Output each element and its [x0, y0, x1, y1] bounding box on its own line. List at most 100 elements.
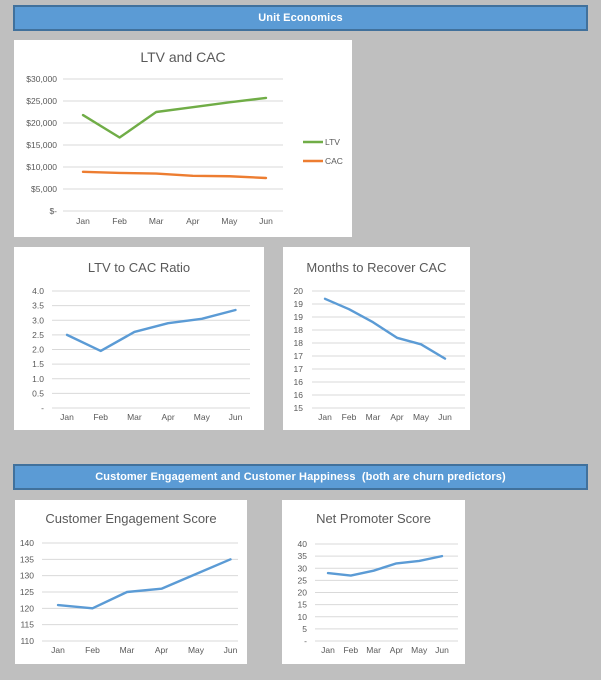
x-axis-label: Feb	[93, 412, 108, 422]
x-axis-label: Apr	[390, 412, 403, 422]
y-axis-label: 16	[294, 390, 304, 400]
chart-customer-engagement-score[interactable]: Customer Engagement Score 110 115 120 125 13…	[15, 500, 247, 664]
x-axis-label: Jan	[76, 216, 90, 226]
x-axis-label: May	[194, 412, 211, 422]
y-axis-label: 5	[302, 624, 307, 634]
y-axis-label: 130	[20, 571, 34, 581]
y-axis-label: $10,000	[26, 162, 57, 172]
plot-area: $- $5,000 $10,000 $15,000 $20,000 $25,000 $30,…	[26, 74, 343, 226]
y-axis-label: 3.0	[32, 315, 44, 325]
series-line-cac	[81, 170, 268, 180]
y-axis-label: $15,000	[26, 140, 57, 150]
y-axis-label: 18	[294, 338, 304, 348]
x-axis-label: Feb	[342, 412, 357, 422]
x-axis-label: May	[221, 216, 238, 226]
x-axis-label: May	[411, 645, 428, 655]
y-axis-label: $25,000	[26, 96, 57, 106]
x-axis-label: Mar	[127, 412, 142, 422]
x-axis-label: Mar	[366, 645, 381, 655]
legend-label: LTV	[325, 137, 340, 147]
y-axis-label: 35	[298, 551, 308, 561]
y-axis-label: 20	[298, 588, 308, 598]
series-line-net-promoter-score	[326, 554, 444, 577]
y-axis-label: 115	[20, 620, 34, 630]
x-axis-label: Jun	[259, 216, 273, 226]
y-axis-label: 17	[294, 351, 304, 361]
chart-title: Net Promoter Score	[316, 511, 431, 526]
chart-ltv-to-cac-ratio[interactable]: LTV to CAC Ratio - 0.5 1.0 1.5 2.0 2.5 3.0 3.5 4…	[14, 247, 264, 430]
y-axis-label: 20	[294, 286, 304, 296]
y-axis-label: 4.0	[32, 286, 44, 296]
y-axis-label: 1.0	[32, 374, 44, 384]
x-axis-label: Mar	[366, 412, 381, 422]
y-axis-label: 15	[298, 600, 308, 610]
y-axis-label: 140	[20, 538, 34, 548]
y-axis-label: 18	[294, 325, 304, 335]
x-axis-label: Jun	[224, 645, 238, 655]
y-axis-label: 17	[294, 364, 304, 374]
series-line-customer-engagement-score	[56, 558, 232, 610]
plot-area: 15 16 16 17 17 18 18 19 19 20 Jan Feb Mar Apr May Jun	[294, 286, 465, 422]
x-axis-label: Jun	[435, 645, 449, 655]
x-axis-label: May	[413, 412, 430, 422]
plot-area: - 0.5 1.0 1.5 2.0 2.5 3.0 3.5 4.0 Jan Feb Mar Apr May…	[32, 286, 250, 422]
x-axis-label: Jan	[318, 412, 332, 422]
section-header-label: Customer Engagement and Customer Happine…	[95, 471, 506, 483]
y-axis-label: 10	[298, 612, 308, 622]
chart-months-to-recover-cac[interactable]: Months to Recover CAC 15 16 16 17 17 18 18 19 19…	[283, 247, 470, 430]
y-axis-label: 15	[294, 403, 304, 413]
y-axis-label: 125	[20, 587, 34, 597]
y-axis-label: 1.5	[32, 359, 44, 369]
x-axis-label: Apr	[390, 645, 403, 655]
x-axis-label: Feb	[85, 645, 100, 655]
y-axis-label: $-	[49, 206, 57, 216]
plot-area: - 5 10 15 20 25 30 35 40 Jan Feb Mar Apr May Jun	[298, 539, 458, 655]
x-axis-label: Apr	[161, 412, 174, 422]
legend-label: CAC	[325, 156, 343, 166]
y-axis-label: $30,000	[26, 74, 57, 84]
y-axis-label: 30	[298, 563, 308, 573]
y-axis-label: 135	[20, 554, 34, 564]
x-axis-label: Jan	[51, 645, 65, 655]
y-axis-label: 25	[298, 575, 308, 585]
x-axis-label: May	[188, 645, 205, 655]
chart-title: Months to Recover CAC	[306, 260, 447, 275]
section-header-unit-economics: Unit Economics	[13, 5, 588, 31]
x-axis-label: Mar	[149, 216, 164, 226]
section-header-label: Unit Economics	[258, 12, 343, 24]
series-line-ltv	[81, 96, 268, 139]
x-axis-label: Jun	[229, 412, 243, 422]
x-axis-label: Apr	[155, 645, 168, 655]
y-axis-label: 19	[294, 312, 304, 322]
y-axis-label: -	[41, 403, 44, 413]
x-axis-label: Jun	[438, 412, 452, 422]
chart-title: Customer Engagement Score	[45, 511, 217, 526]
y-axis-label: 120	[20, 603, 34, 613]
x-axis-label: Jan	[60, 412, 74, 422]
section-header-engagement-happiness: Customer Engagement and Customer Happine…	[13, 464, 588, 490]
x-axis-label: Feb	[112, 216, 127, 226]
y-axis-label: 3.5	[32, 301, 44, 311]
y-axis-label: 40	[298, 539, 308, 549]
chart-ltv-and-cac[interactable]: LTV and CAC $- $5,000 $10,000 $15,000 $20,00…	[14, 40, 352, 237]
y-axis-label: 2.5	[32, 330, 44, 340]
plot-area: 110 115 120 125 130 135 140 Jan Feb Mar Apr May Jun	[20, 538, 238, 655]
y-axis-label: 2.0	[32, 345, 44, 355]
y-axis-label: 16	[294, 377, 304, 387]
x-axis-label: Feb	[343, 645, 358, 655]
y-axis-label: $20,000	[26, 118, 57, 128]
x-axis-label: Jan	[321, 645, 335, 655]
series-line-months-to-recover-cac	[323, 297, 447, 360]
y-axis-label: 0.5	[32, 388, 44, 398]
chart-title: LTV and CAC	[140, 49, 226, 65]
y-axis-label: 110	[20, 636, 34, 646]
chart-net-promoter-score[interactable]: Net Promoter Score - 5 10 15 20 25 30 35 40 Jan Fe…	[282, 500, 465, 664]
series-line-ltv-to-cac-ratio	[65, 308, 237, 353]
x-axis-label: Apr	[186, 216, 199, 226]
chart-title: LTV to CAC Ratio	[87, 260, 191, 275]
x-axis-label: Mar	[120, 645, 135, 655]
y-axis-label: 19	[294, 299, 304, 309]
y-axis-label: $5,000	[31, 184, 57, 194]
y-axis-label: -	[304, 636, 307, 646]
